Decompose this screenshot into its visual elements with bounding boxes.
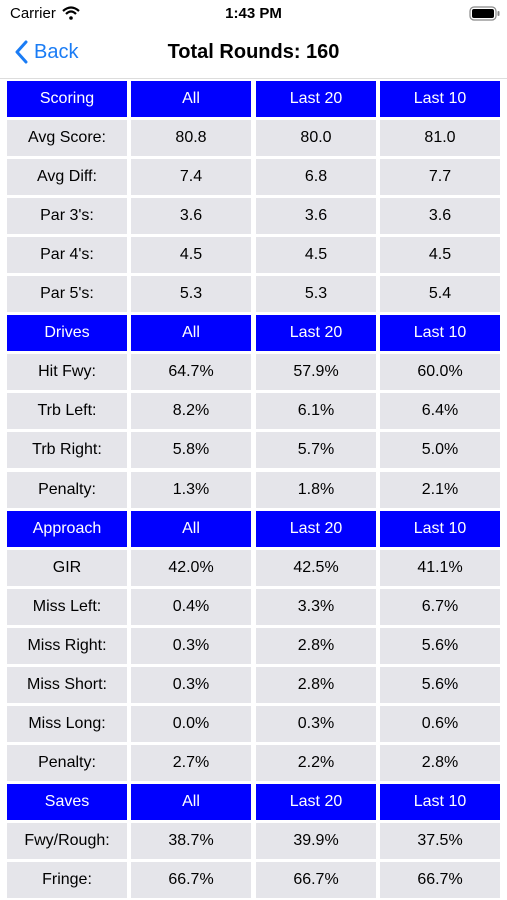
stat-value: 42.0%: [131, 549, 251, 586]
section-header-cell: Approach: [7, 510, 127, 547]
stat-value: 8.2%: [131, 393, 251, 430]
section-header-cell: All: [131, 783, 251, 820]
section-header-cell: Last 10: [380, 783, 500, 820]
stat-value: 5.8%: [131, 432, 251, 469]
stat-value: 64.7%: [131, 354, 251, 391]
stat-value: 81.0: [380, 120, 500, 157]
stat-value: 6.4%: [380, 393, 500, 430]
status-bar: Carrier 1:43 PM: [0, 0, 507, 30]
row-label: Hit Fwy:: [7, 354, 127, 391]
stat-value: 0.0%: [131, 705, 251, 742]
nav-title: Total Rounds: 160: [167, 41, 340, 63]
row-label: Par 3's:: [7, 198, 127, 235]
stat-value: 1.8%: [256, 471, 376, 508]
stat-value: 5.6%: [380, 666, 500, 703]
stat-value: 2.1%: [380, 471, 500, 508]
stat-value: 6.1%: [256, 393, 376, 430]
stat-value: 6.8: [256, 159, 376, 196]
section-header-cell: Last 20: [256, 510, 376, 547]
stat-value: 4.5: [131, 237, 251, 274]
section-header-cell: Scoring: [7, 81, 127, 117]
section-header-cell: All: [131, 315, 251, 352]
back-label: Back: [34, 40, 79, 63]
stat-value: 3.6: [256, 198, 376, 235]
stat-value: 66.7%: [256, 862, 376, 898]
stat-value: 41.1%: [380, 549, 500, 586]
row-label: Miss Left:: [7, 588, 127, 625]
stat-value: 38.7%: [131, 822, 251, 859]
stat-value: 7.4: [131, 159, 251, 196]
stat-value: 2.8%: [256, 666, 376, 703]
clock: 1:43 PM: [225, 5, 282, 22]
stat-value: 3.3%: [256, 588, 376, 625]
row-label: GIR: [7, 549, 127, 586]
row-label: Miss Short:: [7, 666, 127, 703]
stat-value: 2.8%: [380, 744, 500, 781]
section-header-cell: All: [131, 510, 251, 547]
stat-value: 0.6%: [380, 705, 500, 742]
back-chevron: [15, 40, 28, 64]
row-label: Trb Left:: [7, 393, 127, 430]
stat-value: 5.0%: [380, 432, 500, 469]
row-label: Miss Long:: [7, 705, 127, 742]
stat-value: 5.3: [256, 276, 376, 313]
section-header-cell: Last 10: [380, 510, 500, 547]
stats-table: Scoring All Last 20 Last 10 Avg Score: 80.8 80…: [0, 80, 507, 900]
section-header-cell: Drives: [7, 315, 127, 352]
row-label: Par 5's:: [7, 276, 127, 313]
stat-value: 2.8%: [256, 627, 376, 664]
stat-value: 2.2%: [256, 744, 376, 781]
stat-value: 80.8: [131, 120, 251, 157]
stat-value: 2.7%: [131, 744, 251, 781]
stat-value: 5.6%: [380, 627, 500, 664]
stat-value: 66.7%: [380, 862, 500, 898]
row-label: Trb Right:: [7, 432, 127, 469]
stat-value: 5.4: [380, 276, 500, 313]
section-header-cell: Last 10: [380, 81, 500, 117]
row-label: Avg Score:: [7, 120, 127, 157]
stat-value: 6.7%: [380, 588, 500, 625]
stat-value: 0.3%: [131, 627, 251, 664]
wifi-icon: [62, 6, 80, 20]
row-label: Avg Diff:: [7, 159, 127, 196]
stat-value: 4.5: [380, 237, 500, 274]
section-header-cell: Last 20: [256, 315, 376, 352]
stat-value: 7.7: [380, 159, 500, 196]
section-header-cell: All: [131, 81, 251, 117]
stat-value: 66.7%: [131, 862, 251, 898]
row-label: Miss Right:: [7, 627, 127, 664]
stat-value: 5.3: [131, 276, 251, 313]
row-label: Par 4's:: [7, 237, 127, 274]
stat-value: 60.0%: [380, 354, 500, 391]
stat-value: 37.5%: [380, 822, 500, 859]
stat-value: 0.4%: [131, 588, 251, 625]
section-header-cell: Last 20: [256, 783, 376, 820]
stat-value: 57.9%: [256, 354, 376, 391]
stat-value: 3.6: [380, 198, 500, 235]
stat-value: 1.3%: [131, 471, 251, 508]
row-label: Fringe:: [7, 862, 127, 898]
battery-icon: [469, 6, 500, 21]
section-header-cell: Last 20: [256, 81, 376, 117]
section-header-cell: Last 10: [380, 315, 500, 352]
stat-value: 0.3%: [131, 666, 251, 703]
row-label: Fwy/Rough:: [7, 822, 127, 859]
back-button[interactable]: Back: [14, 40, 78, 64]
stat-value: 42.5%: [256, 549, 376, 586]
section-header-cell: Saves: [7, 783, 127, 820]
stat-value: 0.3%: [256, 705, 376, 742]
stat-value: 5.7%: [256, 432, 376, 469]
stat-value: 4.5: [256, 237, 376, 274]
row-label: Penalty:: [7, 744, 127, 781]
stat-value: 3.6: [131, 198, 251, 235]
nav-bar: Back Total Rounds: 160: [0, 30, 507, 79]
stat-value: 80.0: [256, 120, 376, 157]
row-label: Penalty:: [7, 471, 127, 508]
stat-value: 39.9%: [256, 822, 376, 859]
carrier: Carrier: [10, 5, 56, 22]
